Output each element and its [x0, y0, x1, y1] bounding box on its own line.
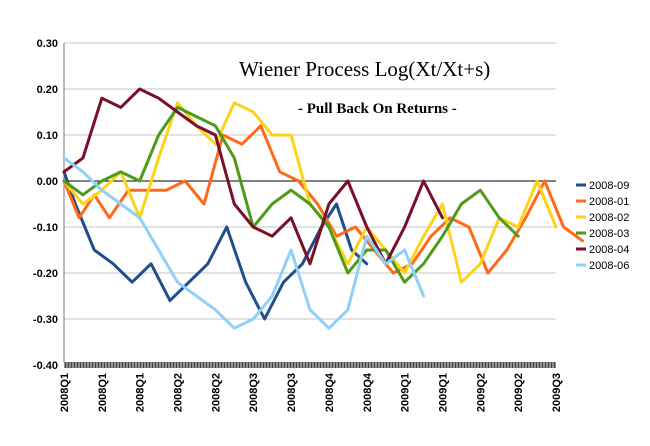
y-tick-label: 0.20: [37, 84, 58, 96]
legend-entry: 2008-04: [589, 244, 629, 256]
chart-subtitle: - Pull Back On Returns -: [298, 101, 457, 117]
y-tick-label: -0.30: [33, 314, 58, 326]
x-tick-label: 2009Q2: [475, 373, 487, 412]
x-tick-label: 2009Q2: [513, 373, 525, 412]
series-line-2008-03: [62, 105, 520, 284]
x-tick-label: 2008Q1: [97, 373, 109, 412]
y-tick-label: -0.10: [33, 222, 58, 234]
y-tick-label: -0.20: [33, 268, 58, 280]
x-tick-label: 2008Q1: [135, 373, 147, 412]
legend-entry: 2008-02: [589, 212, 629, 224]
legend: 2008-09 2008-01 2008-02 2008-03 2008-04 2008-…: [576, 180, 629, 272]
x-tick-label: 2009Q1: [437, 373, 449, 412]
series-line-2008-04: [62, 87, 444, 266]
y-tick-label: 0.30: [37, 38, 58, 50]
legend-entry: 2008-06: [589, 260, 629, 272]
x-tick-label: 2008Q2: [210, 373, 222, 412]
legend-entry: 2008-09: [589, 180, 629, 192]
series-line-2008-01: [62, 124, 584, 275]
chart-title: Wiener Process Log(Xt/Xt+s): [239, 57, 490, 81]
x-tick-label: 2009Q3: [551, 373, 563, 412]
y-tick-label: 0.10: [37, 130, 58, 142]
x-tick-label: 2008Q1: [59, 373, 71, 412]
x-tick-label: 2008Q4: [324, 372, 336, 412]
series-line-2008-06: [62, 156, 426, 330]
legend-entry: 2008-01: [589, 196, 629, 208]
y-tick-label: -0.40: [33, 360, 58, 372]
x-tick-label: 2008Q2: [173, 373, 185, 412]
y-tick-label: 0.00: [37, 176, 58, 188]
x-tick-label: 2009Q1: [400, 373, 412, 412]
series-lines: [62, 87, 584, 330]
y-axis: 0.30 0.20 0.10 0.00 -0.10 -0.20 -0.30 -0.40: [33, 38, 65, 372]
x-tick-label: 2008Q3: [248, 373, 260, 412]
x-tick-label: 2008Q3: [286, 373, 298, 412]
x-axis: 2008Q1 2008Q1 2008Q1 2008Q2 2008Q2 2008Q3 2008…: [59, 362, 563, 412]
legend-entry: 2008-03: [589, 228, 629, 240]
x-tick-label: 2008Q4: [362, 372, 374, 412]
